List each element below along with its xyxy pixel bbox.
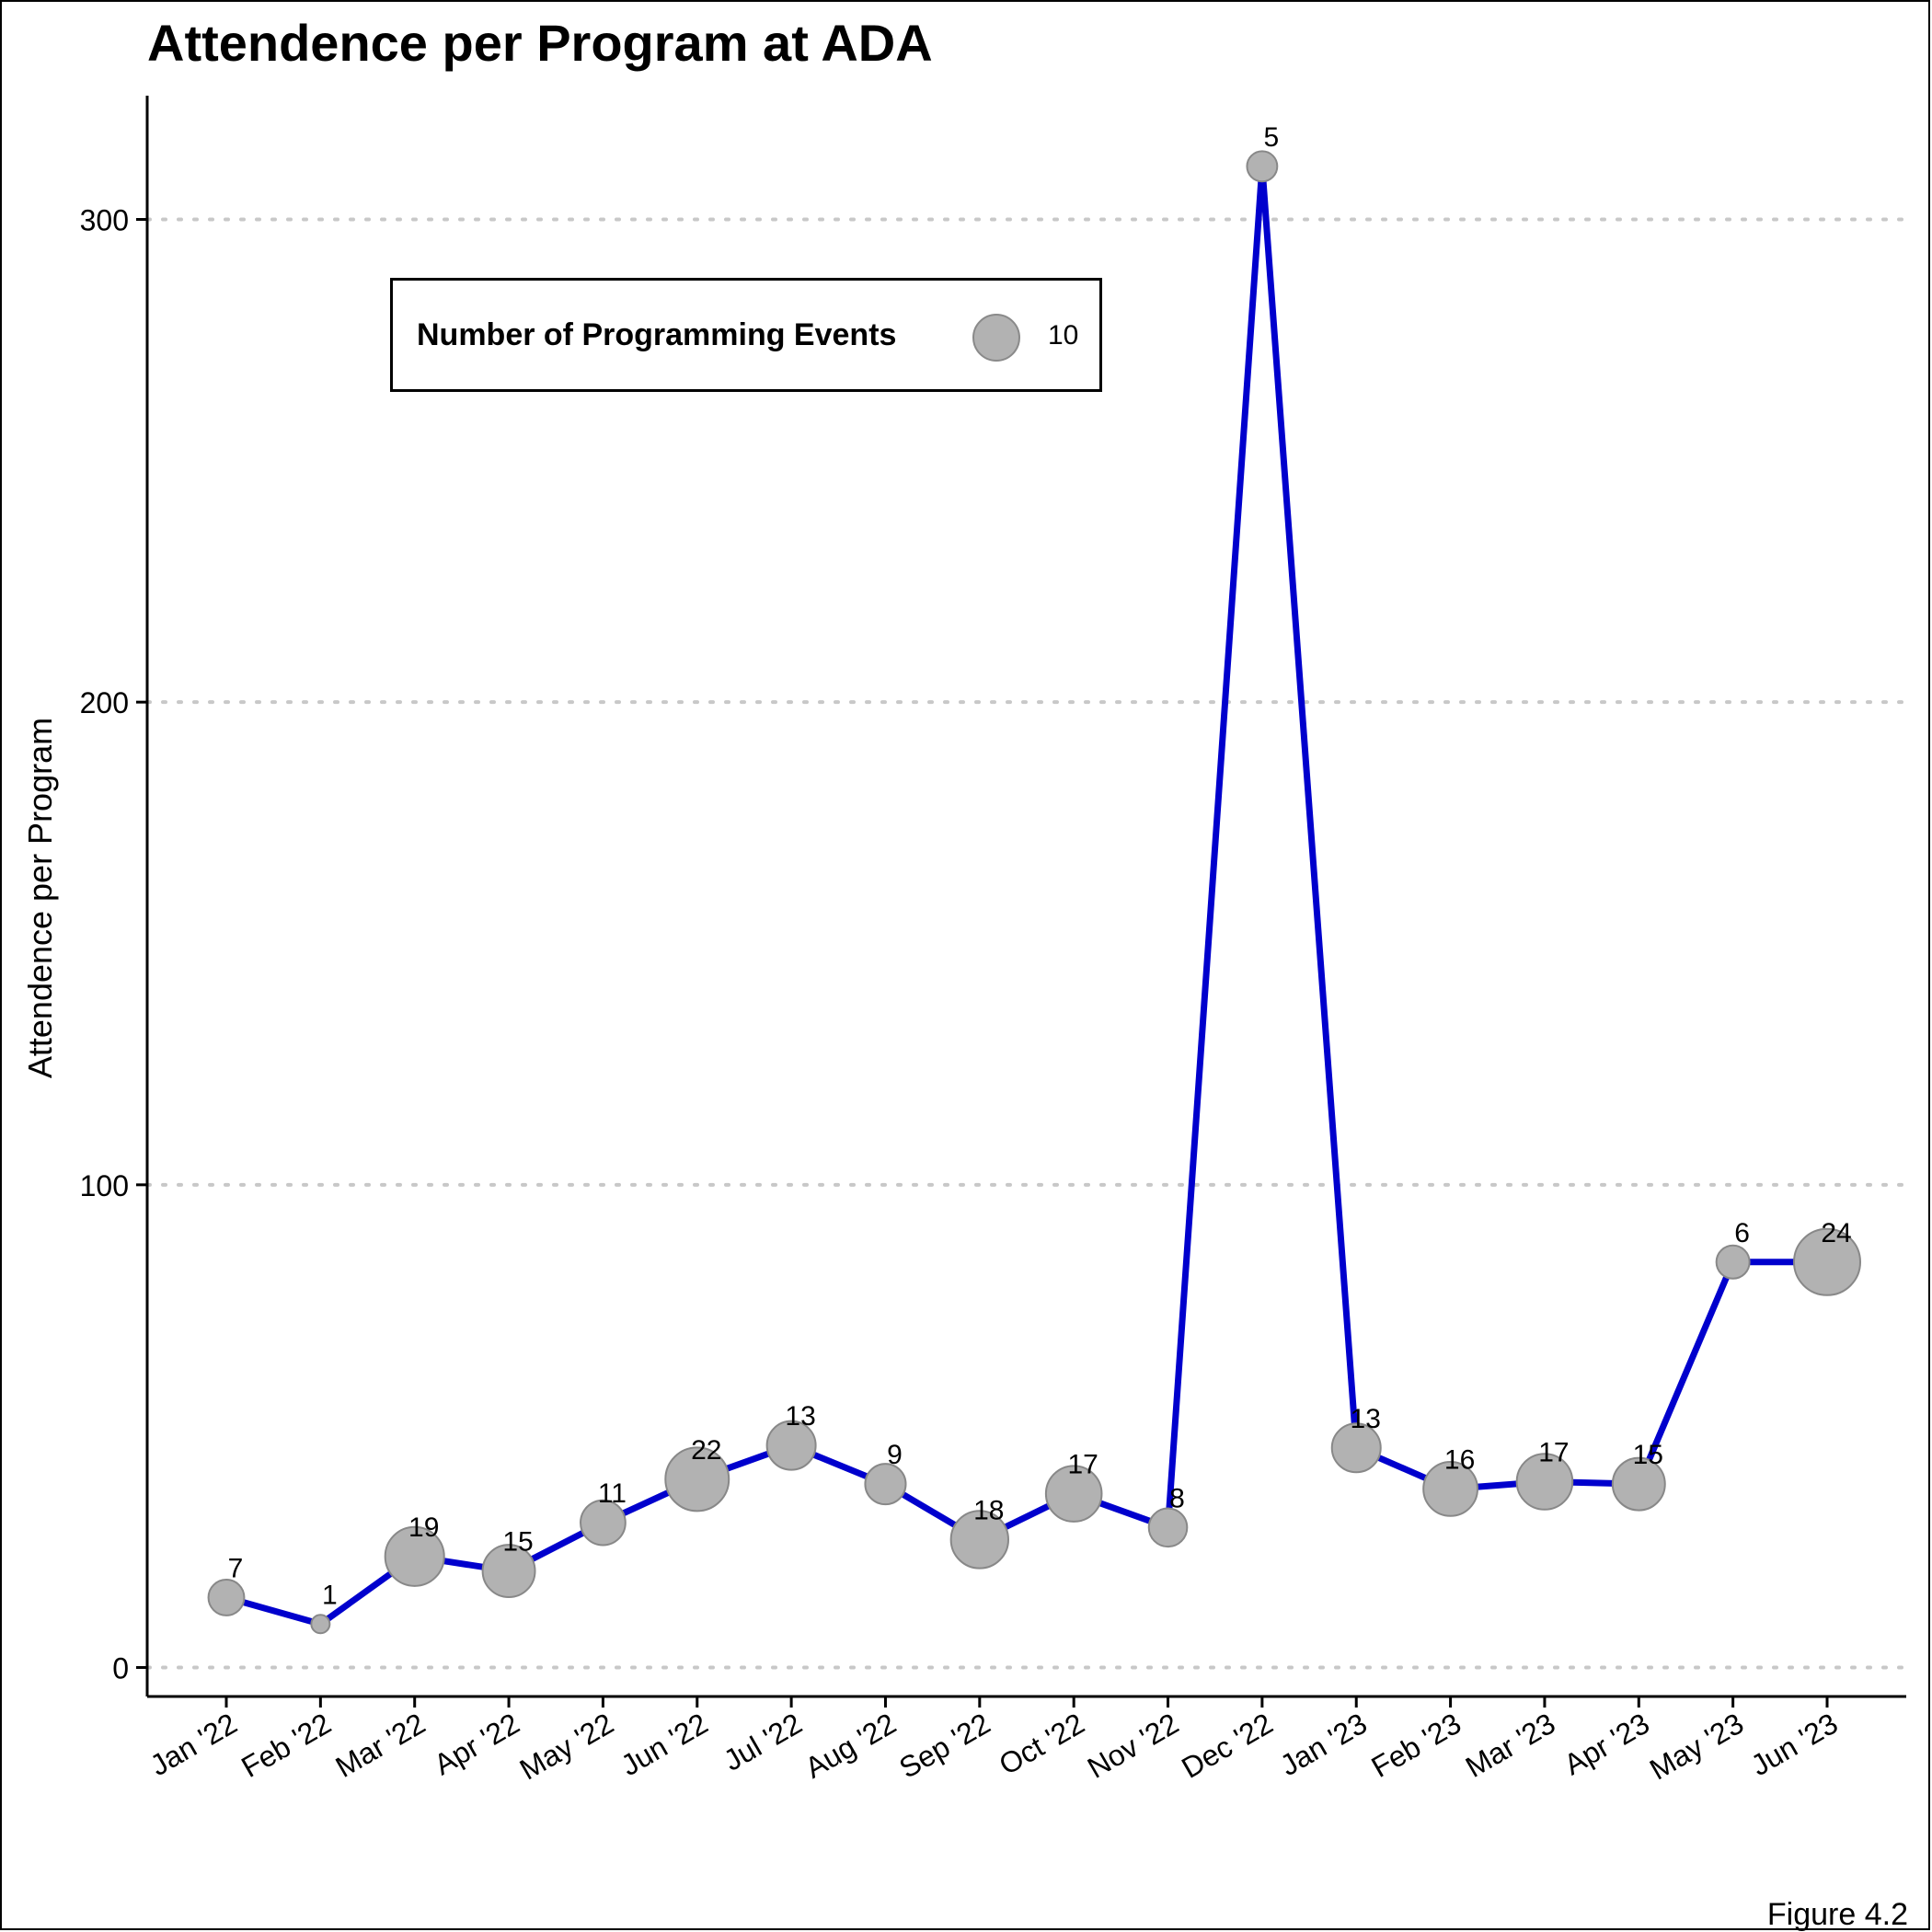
x-tick-label: Mar '22 — [330, 1707, 431, 1784]
y-axis-label: Attendence per Program — [21, 717, 59, 1079]
x-tick-label: May '22 — [514, 1707, 619, 1787]
x-tick-label: Feb '23 — [1366, 1707, 1467, 1784]
legend-key-label: 10 — [1048, 320, 1079, 351]
x-tick-label: Jan '23 — [1274, 1707, 1372, 1782]
data-point — [1793, 1227, 1861, 1296]
data-label: 15 — [502, 1527, 533, 1558]
data-label: 11 — [598, 1478, 627, 1509]
legend-title: Number of Programming Events — [417, 317, 897, 352]
x-tick-label: Jun '22 — [615, 1707, 713, 1782]
data-label: 15 — [1633, 1440, 1663, 1470]
data-point — [1330, 1422, 1382, 1474]
data-label: 7 — [228, 1553, 244, 1583]
data-label: 8 — [1169, 1483, 1185, 1513]
data-label: 16 — [1444, 1444, 1475, 1475]
figure-caption: Figure 4.2 — [1766, 1897, 1908, 1932]
y-tick-label: 0 — [112, 1652, 129, 1685]
x-tick-label: Mar '23 — [1460, 1707, 1561, 1784]
data-label: 9 — [887, 1440, 903, 1470]
x-tick-label: Nov '22 — [1082, 1707, 1184, 1785]
data-point — [1246, 150, 1279, 183]
data-label: 18 — [973, 1495, 1004, 1525]
chart-title: Attendence per Program at ADA — [147, 14, 933, 72]
data-point — [664, 1446, 730, 1512]
data-point — [1044, 1465, 1103, 1523]
x-tick-label: Oct '22 — [994, 1707, 1090, 1781]
data-point — [384, 1525, 445, 1587]
data-point — [949, 1510, 1010, 1570]
data-point — [1422, 1460, 1478, 1517]
data-label: 24 — [1821, 1218, 1851, 1248]
data-label: 13 — [1351, 1404, 1381, 1434]
data-point — [1147, 1507, 1189, 1548]
legend: Number of Programming Events 10 — [390, 278, 1102, 392]
x-tick-label: Feb '22 — [236, 1707, 337, 1784]
y-tick-label: 200 — [80, 686, 129, 719]
data-point — [1515, 1453, 1574, 1511]
data-point — [765, 1420, 817, 1471]
data-point — [1715, 1244, 1751, 1280]
data-point — [310, 1614, 331, 1635]
legend-key-circle — [972, 314, 1020, 362]
y-tick-label: 100 — [80, 1169, 129, 1202]
data-label: 6 — [1734, 1218, 1750, 1248]
x-tick-label: Sep '22 — [893, 1707, 995, 1785]
x-tick-label: Dec '22 — [1176, 1707, 1278, 1785]
data-label: 19 — [408, 1512, 439, 1543]
data-label: 13 — [785, 1401, 815, 1432]
x-tick-label: Jul '22 — [718, 1707, 807, 1777]
x-tick-label: Jun '23 — [1745, 1707, 1843, 1782]
data-label: 17 — [1067, 1450, 1098, 1480]
data-labels: 7 1 19 15 11 22 13 9 18 17 8 5 13 16 17 15 6 24 — [228, 122, 1852, 1610]
data-point — [1611, 1456, 1666, 1512]
data-point — [864, 1463, 907, 1506]
axes — [136, 96, 1906, 1708]
x-tick-label: Aug '22 — [799, 1707, 902, 1785]
data-points — [207, 150, 1861, 1635]
x-tick-label: Apr '23 — [1558, 1707, 1655, 1781]
data-point — [481, 1544, 536, 1599]
x-tick-label: Jan '22 — [144, 1707, 242, 1782]
data-label: 5 — [1264, 122, 1280, 153]
x-tick-label: Apr '22 — [429, 1707, 525, 1781]
x-tick-label: May '23 — [1644, 1707, 1749, 1787]
data-label: 1 — [322, 1580, 338, 1610]
data-point — [580, 1499, 627, 1547]
data-label: 17 — [1538, 1438, 1569, 1468]
data-point — [207, 1578, 246, 1616]
data-label: 22 — [691, 1435, 721, 1466]
gridlines — [145, 217, 1908, 1670]
y-tick-label: 300 — [80, 204, 129, 237]
